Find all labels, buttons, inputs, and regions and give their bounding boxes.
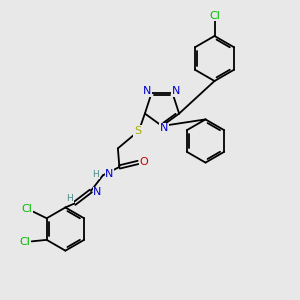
Text: N: N (105, 169, 114, 179)
Text: H: H (92, 170, 99, 179)
Text: O: O (140, 158, 148, 167)
Text: N: N (143, 86, 152, 96)
Text: N: N (171, 86, 180, 96)
Text: H: H (66, 194, 73, 203)
Text: Cl: Cl (20, 237, 31, 247)
Text: N: N (93, 188, 102, 197)
Text: Cl: Cl (22, 204, 33, 214)
Text: N: N (160, 123, 169, 134)
Text: Cl: Cl (209, 11, 220, 21)
Text: S: S (134, 126, 141, 136)
